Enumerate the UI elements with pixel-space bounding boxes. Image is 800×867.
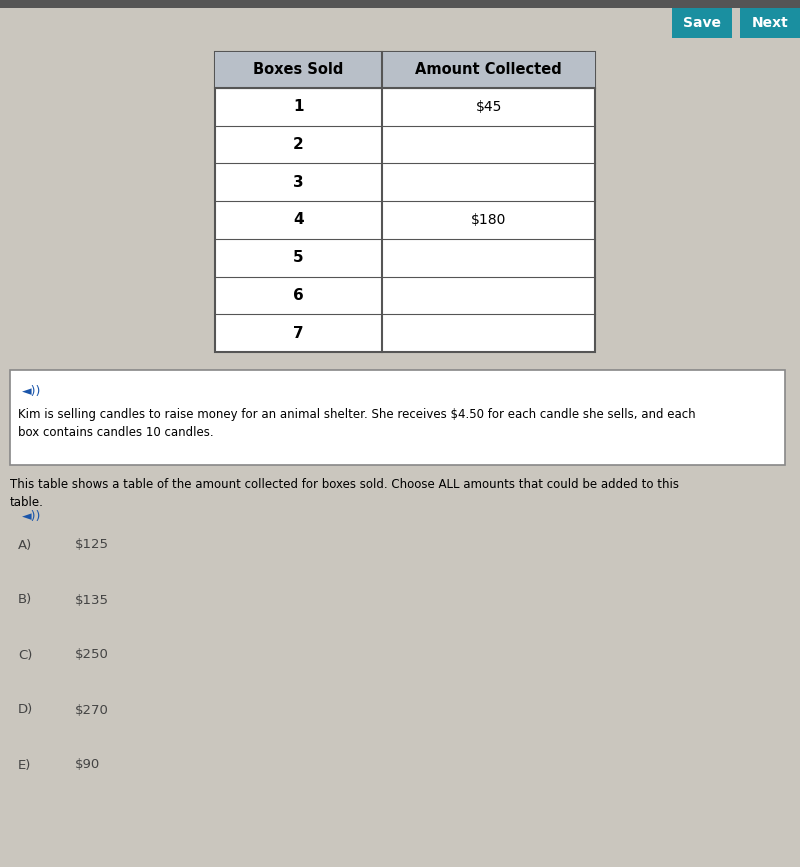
Text: Amount Collected: Amount Collected xyxy=(415,62,562,77)
Text: $125: $125 xyxy=(75,538,109,551)
Bar xyxy=(740,8,800,38)
Bar xyxy=(672,8,732,38)
Text: C): C) xyxy=(18,649,32,662)
Bar xyxy=(215,52,595,352)
Text: $250: $250 xyxy=(75,649,109,662)
Text: $135: $135 xyxy=(75,594,109,607)
Text: $180: $180 xyxy=(471,213,506,227)
Text: $270: $270 xyxy=(75,703,109,716)
Text: Next: Next xyxy=(752,16,788,30)
Text: Kim is selling candles to raise money for an animal shelter. She receives $4.50 : Kim is selling candles to raise money fo… xyxy=(18,408,696,439)
Text: 5: 5 xyxy=(294,251,304,265)
Text: $45: $45 xyxy=(475,100,502,114)
Bar xyxy=(10,370,785,465)
Text: ◄)): ◄)) xyxy=(22,385,42,398)
Text: D): D) xyxy=(18,703,34,716)
Text: 2: 2 xyxy=(294,137,304,152)
Text: $90: $90 xyxy=(75,759,100,772)
Text: 7: 7 xyxy=(294,326,304,341)
Bar xyxy=(0,0,800,8)
Bar xyxy=(215,52,595,88)
Text: E): E) xyxy=(18,759,31,772)
Text: 1: 1 xyxy=(294,100,304,114)
Text: Boxes Sold: Boxes Sold xyxy=(254,62,344,77)
Text: 6: 6 xyxy=(294,288,304,303)
Text: This table shows a table of the amount collected for boxes sold. Choose ALL amou: This table shows a table of the amount c… xyxy=(10,478,679,509)
Text: B): B) xyxy=(18,594,32,607)
Text: 3: 3 xyxy=(294,175,304,190)
Text: Save: Save xyxy=(683,16,721,30)
Text: ◄)): ◄)) xyxy=(22,510,42,523)
Bar xyxy=(0,8,800,50)
Text: A): A) xyxy=(18,538,32,551)
Text: 4: 4 xyxy=(294,212,304,227)
